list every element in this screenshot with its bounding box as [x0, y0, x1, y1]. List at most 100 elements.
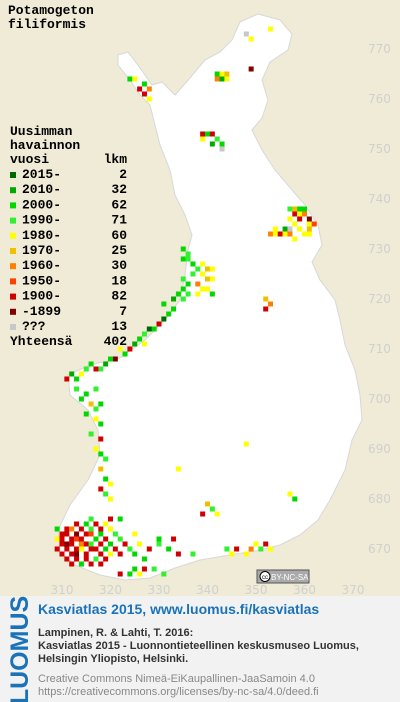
grid-cell	[78, 541, 84, 547]
y-tick-label: 700	[368, 392, 391, 406]
legend-label: 1970-	[22, 243, 61, 258]
grid-cell	[108, 516, 113, 522]
grid-cell	[311, 221, 317, 227]
grid-cell	[83, 556, 89, 562]
grid-cell	[98, 486, 104, 492]
grid-cell	[141, 566, 147, 572]
x-tick-label: 370	[342, 583, 365, 597]
grid-cell	[209, 131, 215, 137]
grid-cell	[98, 436, 104, 442]
grid-cell	[88, 431, 94, 437]
x-tick-label: 360	[293, 583, 316, 597]
legend-label: 1990-	[22, 213, 61, 228]
grid-cell	[263, 541, 269, 547]
grid-cell	[287, 216, 293, 222]
grid-cell	[93, 406, 99, 412]
legend-swatch	[10, 202, 16, 209]
legend-count: 30	[111, 258, 127, 273]
grid-cell	[132, 531, 138, 537]
grid-cell	[190, 551, 196, 557]
grid-cell	[127, 546, 133, 552]
grid-cell	[161, 571, 167, 577]
grid-cell	[103, 536, 109, 542]
citation: Kasviatlas 2015 - Luonnontieteellinen ke…	[38, 640, 359, 652]
grid-cell	[74, 376, 80, 382]
grid-cell	[83, 541, 89, 547]
grid-cell	[137, 336, 143, 342]
grid-cell	[132, 566, 138, 572]
legend-label: 1900-	[22, 289, 61, 304]
grid-cell	[93, 446, 99, 452]
grid-cell	[234, 546, 240, 552]
license: Creative Commons Nimeä-EiKaupallinen-Jaa…	[38, 673, 315, 685]
legend-count: 25	[111, 243, 127, 258]
grid-cell	[132, 551, 138, 557]
legend-swatch	[10, 248, 16, 254]
grid-cell	[93, 556, 99, 562]
grid-cell	[112, 531, 118, 537]
legend-count: 82	[111, 289, 127, 304]
grid-cell	[166, 546, 172, 552]
grid-cell	[146, 546, 152, 552]
badge-cc: cc	[262, 575, 268, 581]
legend-swatch	[10, 324, 16, 330]
grid-cell	[78, 396, 84, 402]
grid-cell	[243, 31, 249, 37]
grid-cell	[224, 546, 230, 552]
grid-cell	[195, 281, 201, 287]
grid-cell	[64, 531, 70, 537]
grid-cell	[306, 231, 312, 237]
grid-cell	[209, 291, 215, 297]
grid-cell	[297, 206, 303, 212]
grid-cell	[214, 511, 220, 517]
legend-swatch	[10, 278, 16, 285]
grid-cell	[200, 261, 206, 267]
grid-cell	[161, 316, 167, 322]
grid-cell	[93, 386, 99, 392]
grid-cell	[287, 491, 293, 497]
grid-cell	[88, 401, 94, 407]
grid-cell	[108, 526, 113, 532]
grid-cell	[88, 561, 94, 567]
x-tick-label: 310	[51, 583, 74, 597]
grid-cell	[156, 541, 162, 547]
grid-cell	[141, 556, 147, 562]
grid-cell	[302, 206, 307, 212]
grid-cell	[93, 521, 99, 527]
grid-cell	[64, 526, 70, 532]
grid-cell	[132, 76, 138, 82]
finland-outline	[57, 13, 363, 581]
grid-cell	[219, 76, 225, 82]
grid-cell	[74, 531, 80, 537]
grid-cell	[248, 36, 254, 42]
citation: Helsingin Yliopisto, Helsinki.	[38, 653, 188, 665]
grid-cell	[59, 531, 65, 537]
grid-cell	[98, 421, 104, 427]
legend-label: 1950-	[22, 273, 61, 288]
grid-cell	[151, 566, 157, 572]
title: Potamogeton	[8, 3, 94, 18]
legend-count: 7	[119, 304, 127, 319]
grid-cell	[127, 346, 133, 352]
grid-cell	[74, 536, 80, 542]
grid-cell	[292, 221, 298, 227]
grid-cell	[180, 276, 186, 282]
grid-cell	[180, 256, 186, 262]
grid-cell	[297, 211, 303, 217]
grid-cell	[74, 521, 80, 527]
legend-label: ???	[22, 319, 46, 334]
grid-cell	[54, 536, 60, 542]
grid-cell	[137, 541, 143, 547]
grid-cell	[103, 521, 109, 527]
y-tick-label: 670	[368, 542, 391, 556]
citation: Lampinen, R. & Lahti, T. 2016:	[38, 627, 193, 639]
x-tick-label: 340	[196, 583, 219, 597]
grid-cell	[180, 246, 186, 252]
grid-cell	[166, 311, 172, 317]
grid-cell	[108, 496, 113, 502]
legend-count: 60	[111, 228, 127, 243]
grid-cell	[175, 551, 181, 557]
grid-cell	[205, 286, 210, 292]
grid-cell	[127, 76, 133, 82]
grid-cell	[292, 236, 298, 242]
